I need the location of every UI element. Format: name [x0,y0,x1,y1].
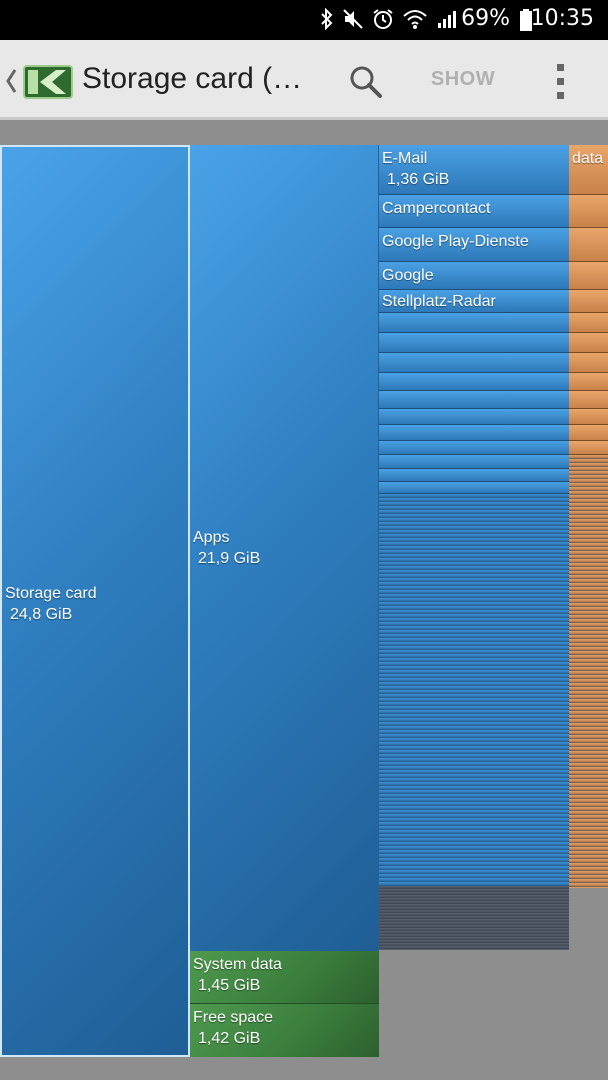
bluetooth-icon [321,8,333,30]
app-bar: Storage card (… SHOW [0,40,608,120]
tile-storage-card-label: Storage card [5,585,97,602]
tile-app-stellplatz-radar-label: Stellplatz-Radar [382,293,496,310]
data-item[interactable] [569,441,608,455]
wifi-icon [403,10,427,29]
app-logo-icon[interactable] [22,62,74,102]
data-item[interactable] [569,290,608,313]
tile-data[interactable]: data [569,145,608,195]
show-button[interactable]: SHOW [430,68,496,90]
tile-app-item[interactable] [379,455,569,469]
data-item[interactable] [569,353,608,373]
mute-icon [343,9,363,29]
app-data-column: data [569,145,608,888]
tile-data-label: data [572,150,604,167]
alarm-icon [373,9,393,29]
tile-apps-label: Apps [193,529,230,546]
tile-apps-size: 21,9 GiB [198,550,261,567]
tile-system-data[interactable]: System data 1,45 GiB [190,951,379,1004]
search-icon[interactable] [346,62,386,102]
page-title: Storage card (… [82,62,303,95]
storage-treemap: Storage card 24,8 GiB Apps 21,9 GiB Syst… [0,122,608,1080]
tile-app-item[interactable] [379,409,569,425]
tile-app-item[interactable] [379,391,569,409]
data-item[interactable] [569,333,608,353]
tile-free-space-size: 1,42 GiB [198,1030,261,1047]
back-icon[interactable] [4,68,18,94]
tile-app-item[interactable] [379,425,569,441]
tile-app-google-label: Google [382,267,434,284]
small-apps-strips [379,494,569,886]
battery-icon [520,9,532,31]
tile-app-item[interactable] [379,482,569,494]
data-item[interactable] [569,262,608,290]
tile-app-email[interactable]: E-Mail 1,36 GiB [379,145,569,195]
tile-app-item[interactable] [379,353,569,373]
data-item[interactable] [569,409,608,425]
tile-app-email-label: E-Mail [382,150,428,167]
clock: 10:35 [530,6,594,31]
data-item[interactable] [569,228,608,262]
overflow-menu-icon[interactable] [548,60,572,104]
tile-system-data-label: System data [193,956,282,973]
data-item[interactable] [569,391,608,409]
small-data-strips [569,455,608,888]
data-item[interactable] [569,373,608,391]
tile-app-campercontact[interactable]: Campercontact [379,195,569,228]
status-icons [320,8,458,30]
data-item[interactable] [569,425,608,441]
tile-app-item[interactable] [379,441,569,455]
tile-app-email-size: 1,36 GiB [387,171,450,188]
tile-app-google-play-dienste[interactable]: Google Play-Dienste [379,228,569,262]
status-bar: 69% 10:35 [0,0,608,40]
tile-app-google-play-dienste-label: Google Play-Dienste [382,233,529,250]
tile-app-campercontact-label: Campercontact [382,200,491,217]
tile-app-item[interactable] [379,373,569,391]
tile-system-data-size: 1,45 GiB [198,977,261,994]
small-apps-dark-strips [379,886,569,950]
tile-app-google[interactable]: Google [379,262,569,290]
tile-free-space-label: Free space [193,1009,274,1026]
signal-icon [438,11,456,28]
tile-app-item[interactable] [379,333,569,353]
data-item[interactable] [569,195,608,228]
tile-app-item[interactable] [379,313,569,333]
tile-storage-card-size: 24,8 GiB [10,606,73,623]
tile-app-stellplatz-radar[interactable]: Stellplatz-Radar [379,290,569,313]
tile-storage-card[interactable]: Storage card 24,8 GiB [0,145,190,1057]
tile-free-space[interactable]: Free space 1,42 GiB [190,1004,379,1057]
tile-apps[interactable]: Apps 21,9 GiB [190,145,379,951]
battery-percentage: 69% [461,6,510,31]
data-item[interactable] [569,313,608,333]
apps-list-column: E-Mail 1,36 GiB Campercontact Google Pla… [379,145,569,950]
tile-app-item[interactable] [379,469,569,482]
